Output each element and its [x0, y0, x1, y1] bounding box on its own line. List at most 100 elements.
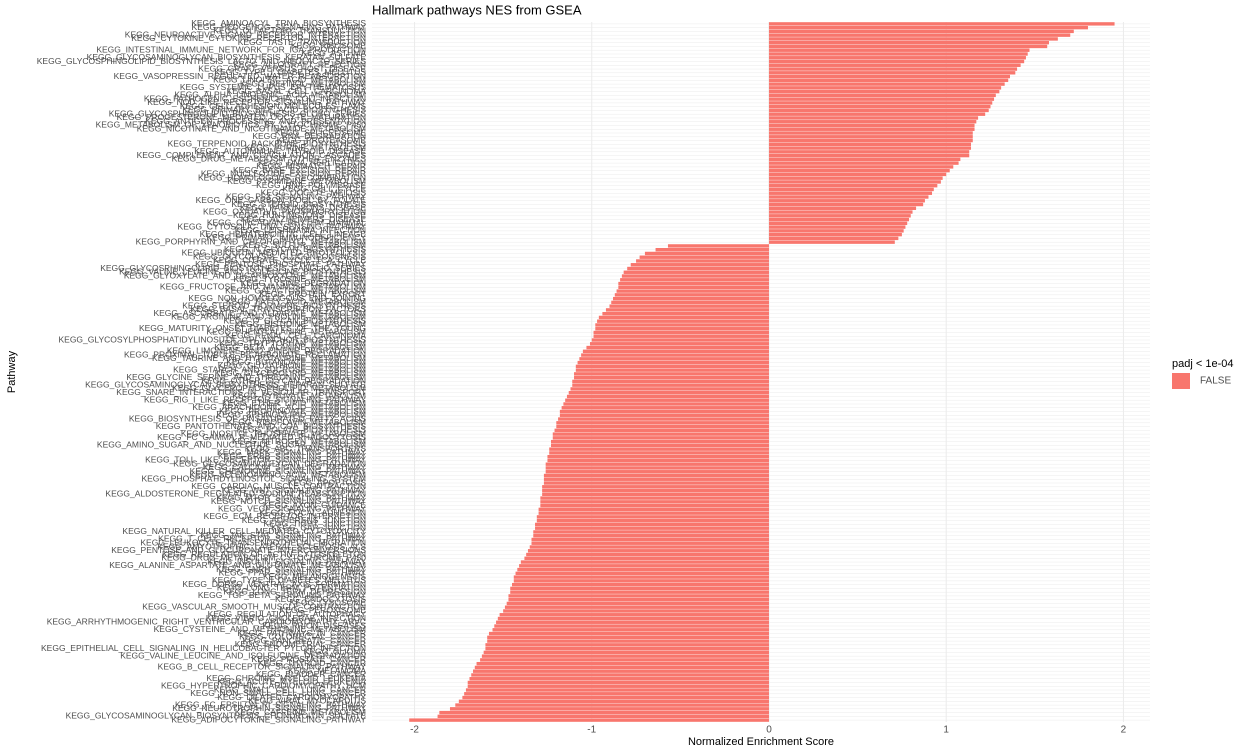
- y-tick-label: KEGG_PHOSPHATIDYLINOSITOL_SIGNALING_SYST…: [141, 474, 366, 484]
- bar: [618, 281, 769, 286]
- bar: [618, 285, 769, 290]
- y-tick-label: KEGG_GLYCOLYSIS_GLUCONEOGENESIS: [193, 251, 366, 261]
- bar: [768, 199, 925, 203]
- y-tick-label: KEGG_ALANINE_ASPARTATE_AND_GLUTAMATE_MET…: [109, 560, 366, 570]
- y-tick-label: KEGG_CITRATE_CYCLE_TCA_CYCLE: [213, 255, 366, 265]
- y-tick-label: KEGG_CARDIAC_MUSCLE_CONTRACTION: [191, 481, 366, 491]
- y-tick-label: KEGG_GLYCOSYLPHOSPHATIDYLINOSITOL_GPI_AN…: [58, 334, 366, 344]
- y-tick-label: KEGG_SPLICEOSOME: [275, 127, 366, 137]
- bar: [768, 206, 917, 210]
- y-tick-label: KEGG_HYPERTROPHIC_CARDIOMYOPATHY_HCM: [161, 680, 366, 690]
- y-tick-label: KEGG_CELL_CYCLE: [282, 184, 366, 194]
- bar: [449, 707, 769, 711]
- y-tick-label: KEGG_TERPENOID_BACKBONE_BIOSYNTHESIS: [168, 139, 367, 149]
- y-tick-label: KEGG_CIRCADIAN_RHYTHM_MAMMAL: [207, 218, 366, 228]
- bar: [462, 695, 769, 700]
- bar: [768, 108, 989, 113]
- bar: [508, 597, 769, 602]
- y-tick-label: KEGG_MISMATCH_REPAIR: [256, 161, 366, 171]
- bar: [768, 176, 943, 180]
- y-tick-label: KEGG_NON_SMALL_CELL_LUNG_CANCER: [190, 688, 366, 698]
- y-tick-label: KEGG_TYPE_II_DIABETES_MELLITUS: [212, 575, 366, 585]
- y-tick-label: KEGG_PATHWAYS_IN_CANCER: [237, 628, 366, 638]
- bar: [543, 481, 769, 485]
- y-tick-label: KEGG_MELANOMA: [288, 665, 366, 675]
- bar: [768, 236, 899, 241]
- bar: [409, 718, 769, 722]
- bar: [467, 684, 769, 688]
- y-tick-label: KEGG_BASE_EXCISION_REPAIR: [233, 165, 366, 175]
- bar: [464, 692, 769, 696]
- bar: [644, 251, 769, 256]
- bar: [485, 646, 769, 651]
- bar: [556, 421, 769, 425]
- y-tick-label: KEGG_MATURITY_ONSET_DIABETES_OF_THE_YOUN…: [139, 323, 366, 333]
- bar: [499, 613, 769, 617]
- bar: [552, 432, 769, 436]
- bar: [558, 417, 769, 421]
- y-tick-label: KEGG_PRIMARY_IMMUNODEFICIENCY: [207, 233, 367, 243]
- y-tick-label: KEGG_T_CELL_RECEPTOR_SIGNALING_PATHWAY: [158, 534, 366, 544]
- y-tick-label: KEGG_TYPE_I_DIABETES_MELLITUS: [214, 67, 366, 77]
- y-tick-label: KEGG_PROSTATE_CANCER: [252, 654, 366, 664]
- y-tick-label: KEGG_P53_SIGNALING_PATHWAY: [226, 191, 366, 201]
- bar: [768, 63, 1021, 67]
- bar: [768, 48, 1030, 52]
- bar: [768, 97, 995, 101]
- bar: [455, 703, 769, 707]
- y-tick-label: KEGG_ALDOSTERONE_REGULATED_SODIUM_REABSO…: [105, 489, 366, 499]
- legend-key: [1172, 373, 1190, 389]
- y-tick-label: KEGG_SNARE_INTERACTIONS_IN_VESICULAR_TRA…: [116, 387, 366, 397]
- bar: [542, 488, 769, 493]
- bar: [554, 428, 769, 433]
- y-tick-label: KEGG_PANTOTHENATE_AND_COA_BIOSYNTHESIS: [156, 421, 367, 431]
- y-tick-label: KEGG_ERBB_SIGNALING_PATHWAY: [218, 451, 366, 461]
- y-tick-label: KEGG_GNRH_SIGNALING_PATHWAY: [216, 564, 366, 574]
- y-tick-label: KEGG_LONG_TERM_POTENTIATION: [217, 583, 366, 593]
- bar: [586, 345, 769, 350]
- y-tick-label: KEGG_UBIQUITIN_MEDIATED_PROTEOLYSIS: [182, 248, 367, 258]
- bar: [768, 210, 913, 214]
- bar: [768, 184, 938, 188]
- bar: [568, 391, 769, 395]
- bar: [559, 409, 769, 414]
- y-tick-label: KEGG_DORSO_VENTRAL_AXIS_FORMATION: [182, 579, 366, 589]
- y-tick-label: KEGG_VIBRIO_CHOLERAE_INFECTION: [206, 613, 366, 623]
- y-tick-label: KEGG_TIGHT_JUNCTION: [264, 519, 366, 529]
- y-tick-label: KEGG_PEROXISOME: [280, 605, 367, 615]
- y-tick-label: KEGG_PYRUVATE_METABOLISM: [232, 391, 366, 401]
- bar: [768, 217, 909, 222]
- bar: [439, 710, 769, 715]
- y-tick-label: KEGG_O_GLYCAN_BIOSYNTHESIS: [224, 315, 367, 325]
- bar: [768, 120, 977, 124]
- y-tick-label: KEGG_GLYCINE_SERINE_AND_THREONINE_METABO…: [126, 372, 366, 382]
- bar: [630, 263, 769, 267]
- y-tick-label: KEGG_GLYCOSPHINGOLIPID_BIOSYNTHESIS_GLOB…: [109, 108, 367, 118]
- bar: [768, 202, 924, 207]
- x-tick-label: -2: [410, 725, 419, 736]
- bar: [768, 161, 959, 165]
- y-tick-label: KEGG_VIRAL_MYOCARDITIS: [248, 696, 366, 706]
- y-tick-label: KEGG_PANCREATIC_CANCER: [243, 635, 366, 645]
- bar: [627, 266, 769, 271]
- y-tick-label: KEGG_LIMONENE_AND_PINENE_DEGRADATION: [167, 346, 366, 356]
- bar: [595, 327, 769, 331]
- bar: [768, 135, 973, 139]
- y-tick-label: KEGG_ARRHYTHMOGENIC_RIGHT_VENTRICULAR_CA…: [47, 617, 366, 627]
- bar: [768, 78, 1009, 83]
- bar: [768, 123, 975, 128]
- bar: [768, 82, 1005, 86]
- y-tick-label: KEGG_GLYCOSPHINGOLIPID_BIOSYNTHESIS_GANG…: [100, 263, 366, 273]
- y-tick-label: KEGG_FC_EPSILON_RI_SIGNALING_PATHWAY: [175, 699, 366, 709]
- bar: [542, 485, 769, 489]
- y-tick-label: KEGG_GLUTATHIONE_METABOLISM: [218, 361, 366, 371]
- y-tick-label: KEGG_GLYCOSAMINOGLYCAN_BIOSYNTHESIS_HEPA…: [85, 379, 366, 389]
- y-tick-label: KEGG_FOCAL_ADHESION: [259, 507, 366, 517]
- y-tick-label: KEGG_ETHER_LIPID_METABOLISM: [222, 398, 366, 408]
- bar: [533, 530, 769, 534]
- bar: [591, 338, 769, 342]
- y-tick-label: KEGG_ABC_TRANSPORTERS: [245, 443, 367, 453]
- y-tick-label: KEGG_LYSINE_DEGRADATION: [241, 278, 366, 288]
- bar: [768, 153, 970, 158]
